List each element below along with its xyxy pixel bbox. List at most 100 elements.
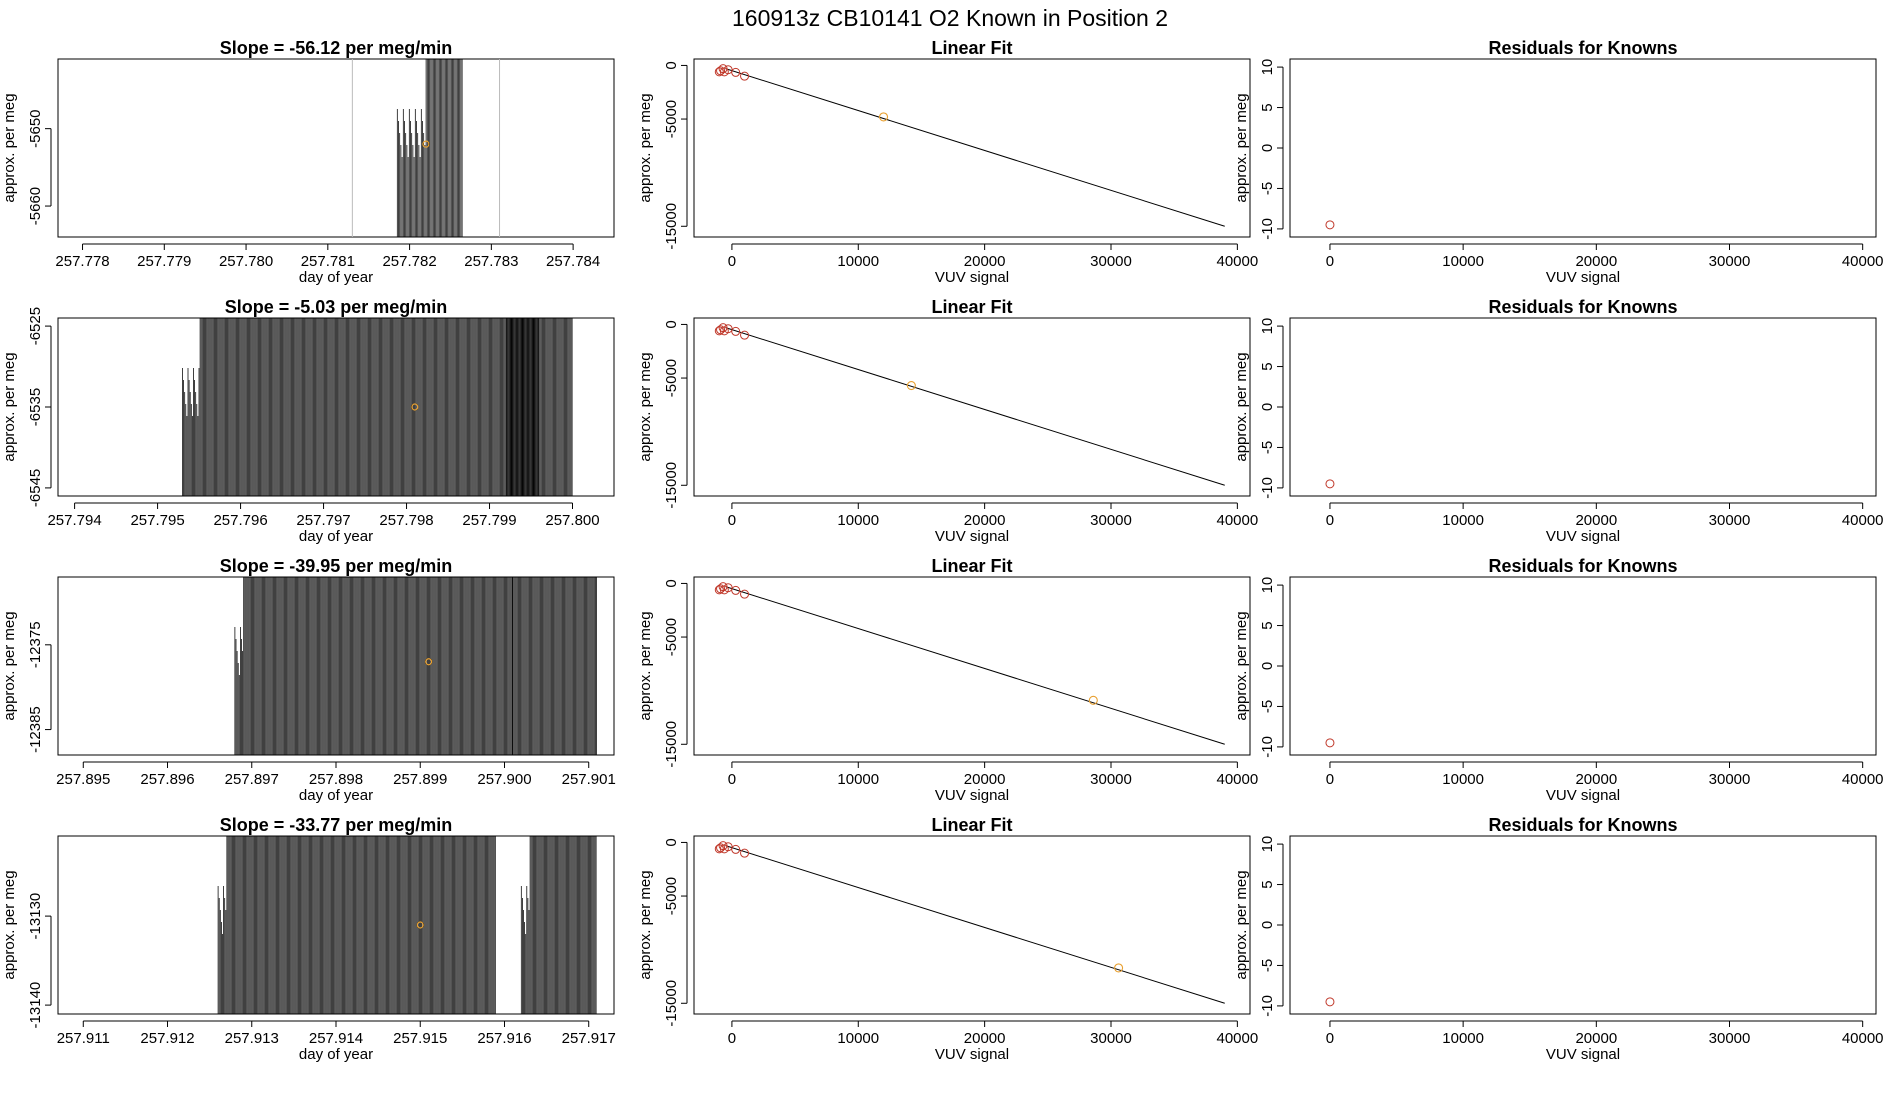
- y-tick-label: -15000: [663, 462, 680, 509]
- known-point: [719, 585, 729, 595]
- x-tick-label: 30000: [1709, 771, 1751, 788]
- panel-raw-2: Slope = -5.03 per meg/min 257.794 257.795 2…: [1, 297, 615, 545]
- known-point: [716, 325, 726, 335]
- panel-fit-1: Linear Fit 0 10000 20000 30000 40000 VUV signa…: [637, 38, 1258, 286]
- x-tick-label: 257.779: [137, 253, 191, 270]
- marks-raw-4: [217, 836, 597, 1014]
- y-tick-label: 0: [663, 320, 680, 328]
- y-tick-label: -5: [1259, 700, 1276, 713]
- known-point: [740, 848, 750, 858]
- known-point: [716, 66, 726, 76]
- fit-line: [725, 845, 1225, 1004]
- residual-point: [1325, 479, 1335, 489]
- known-point: [714, 67, 724, 77]
- x-tick-label: 10000: [1442, 253, 1484, 270]
- y-tick-label: -10: [1259, 995, 1276, 1017]
- y-tick-label: -5: [1259, 441, 1276, 454]
- x-tick-label: 20000: [964, 512, 1006, 529]
- known-point: [719, 67, 729, 77]
- panel-title: Slope = -39.95 per meg/min: [220, 556, 453, 576]
- marks-fit-4: [714, 841, 1225, 1004]
- average-marker: [425, 658, 433, 666]
- panel-fit-2: Linear Fit 0 10000 20000 30000 40000 VUV signa…: [637, 297, 1258, 545]
- average-marker: [416, 921, 424, 929]
- known-point: [731, 585, 741, 595]
- known-point: [716, 843, 726, 853]
- y-tick-label: 5: [1259, 880, 1276, 888]
- plot-frame: [1289, 58, 1877, 238]
- x-tick-label: 40000: [1217, 253, 1259, 270]
- y-axis-label: approx. per meg: [637, 352, 654, 461]
- x-tick-label: 257.915: [393, 1030, 447, 1047]
- known-point: [740, 71, 750, 81]
- known-point: [719, 326, 729, 336]
- x-tick-label: 0: [1326, 253, 1334, 270]
- x-tick-label: 0: [728, 253, 736, 270]
- x-tick-label: 257.898: [309, 771, 363, 788]
- y-axis-label: approx. per meg: [1233, 611, 1250, 720]
- y-tick-label: 0: [1259, 144, 1276, 152]
- panel-raw-4: Slope = -33.77 per meg/min 257.911 257.912…: [1, 815, 616, 1063]
- residual-point: [1325, 997, 1335, 1007]
- x-tick-label: 0: [728, 1030, 736, 1047]
- y-tick-label: -10: [1259, 477, 1276, 499]
- plot-frame: [693, 317, 1251, 497]
- y-tick-label: 5: [1259, 103, 1276, 111]
- marks-raw-3: [234, 577, 597, 755]
- x-axis-label: VUV signal: [1546, 1046, 1620, 1063]
- y-tick-label: 5: [1259, 621, 1276, 629]
- y-tick-label: -10: [1259, 218, 1276, 240]
- known-point: [731, 844, 741, 854]
- x-tick-label: 30000: [1709, 253, 1751, 270]
- y-tick-label: 0: [663, 579, 680, 587]
- panel-title: Linear Fit: [931, 38, 1012, 58]
- x-tick-label: 10000: [837, 771, 879, 788]
- x-tick-label: 10000: [1442, 1030, 1484, 1047]
- y-tick-label: -15000: [663, 721, 680, 768]
- y-tick-label: 10: [1259, 577, 1276, 594]
- y-tick-label: -5: [1259, 959, 1276, 972]
- unknown-point: [1114, 963, 1124, 973]
- x-tick-label: 30000: [1709, 512, 1751, 529]
- plot-frame: [1289, 317, 1877, 497]
- x-tick-label: 257.784: [546, 253, 600, 270]
- y-axis-label: approx. per meg: [1233, 352, 1250, 461]
- x-tick-label: 257.912: [140, 1030, 194, 1047]
- x-tick-label: 257.917: [562, 1030, 616, 1047]
- known-point: [731, 326, 741, 336]
- y-tick-label: -5000: [663, 100, 680, 138]
- plot-frame: [693, 58, 1251, 238]
- x-tick-label: 0: [728, 771, 736, 788]
- x-tick-label: 30000: [1090, 771, 1132, 788]
- x-tick-label: 10000: [1442, 512, 1484, 529]
- panel-title: Linear Fit: [931, 556, 1012, 576]
- x-tick-label: 257.780: [219, 253, 273, 270]
- x-tick-label: 30000: [1090, 253, 1132, 270]
- y-tick-label: -6535: [27, 388, 44, 426]
- residual-point: [1325, 738, 1335, 748]
- x-axis-label: VUV signal: [935, 1046, 1009, 1063]
- y-axis-label: approx. per meg: [1, 611, 18, 720]
- known-point: [714, 326, 724, 336]
- y-tick-label: 5: [1259, 362, 1276, 370]
- x-tick-label: 257.794: [47, 512, 101, 529]
- x-tick-label: 257.796: [213, 512, 267, 529]
- x-tick-label: 10000: [837, 253, 879, 270]
- residual-point: [1325, 220, 1335, 230]
- y-axis-label: approx. per meg: [637, 93, 654, 202]
- x-tick-label: 257.911: [57, 1030, 110, 1047]
- marks-fit-1: [714, 64, 1225, 227]
- y-tick-label: -15000: [663, 980, 680, 1027]
- x-axis-label: day of year: [299, 1046, 373, 1063]
- panel-title: Residuals for Knowns: [1488, 297, 1677, 317]
- known-point: [716, 584, 726, 594]
- x-tick-label: 30000: [1090, 1030, 1132, 1047]
- x-tick-label: 30000: [1090, 512, 1132, 529]
- x-tick-label: 40000: [1842, 1030, 1884, 1047]
- y-tick-label: -13130: [27, 893, 44, 940]
- panel-resid-4: Residuals for Knowns 0 10000 20000 30000 4000…: [1233, 815, 1884, 1063]
- known-point: [740, 589, 750, 599]
- y-tick-label: -5000: [663, 877, 680, 915]
- x-tick-label: 257.800: [545, 512, 599, 529]
